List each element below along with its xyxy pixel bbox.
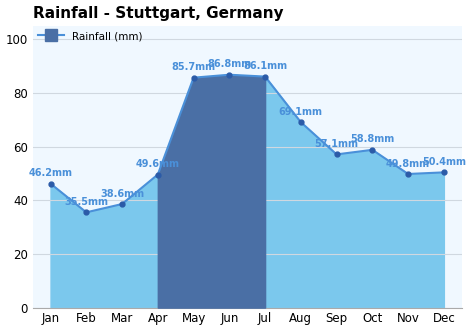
Text: 69.1mm: 69.1mm bbox=[279, 107, 323, 117]
Text: 50.4mm: 50.4mm bbox=[422, 157, 466, 167]
Text: 58.8mm: 58.8mm bbox=[350, 134, 394, 144]
Text: 46.2mm: 46.2mm bbox=[28, 168, 73, 178]
Text: 86.8mm: 86.8mm bbox=[207, 59, 251, 70]
Text: Rainfall - Stuttgart, Germany: Rainfall - Stuttgart, Germany bbox=[33, 6, 283, 21]
Text: 49.8mm: 49.8mm bbox=[386, 159, 430, 168]
Text: 49.6mm: 49.6mm bbox=[136, 159, 180, 169]
Text: 35.5mm: 35.5mm bbox=[64, 197, 108, 207]
Text: 85.7mm: 85.7mm bbox=[172, 62, 216, 72]
Text: 38.6mm: 38.6mm bbox=[100, 189, 144, 199]
Legend: Rainfall (mm): Rainfall (mm) bbox=[38, 31, 143, 41]
Text: 57.1mm: 57.1mm bbox=[315, 139, 359, 149]
Text: 86.1mm: 86.1mm bbox=[243, 61, 287, 71]
